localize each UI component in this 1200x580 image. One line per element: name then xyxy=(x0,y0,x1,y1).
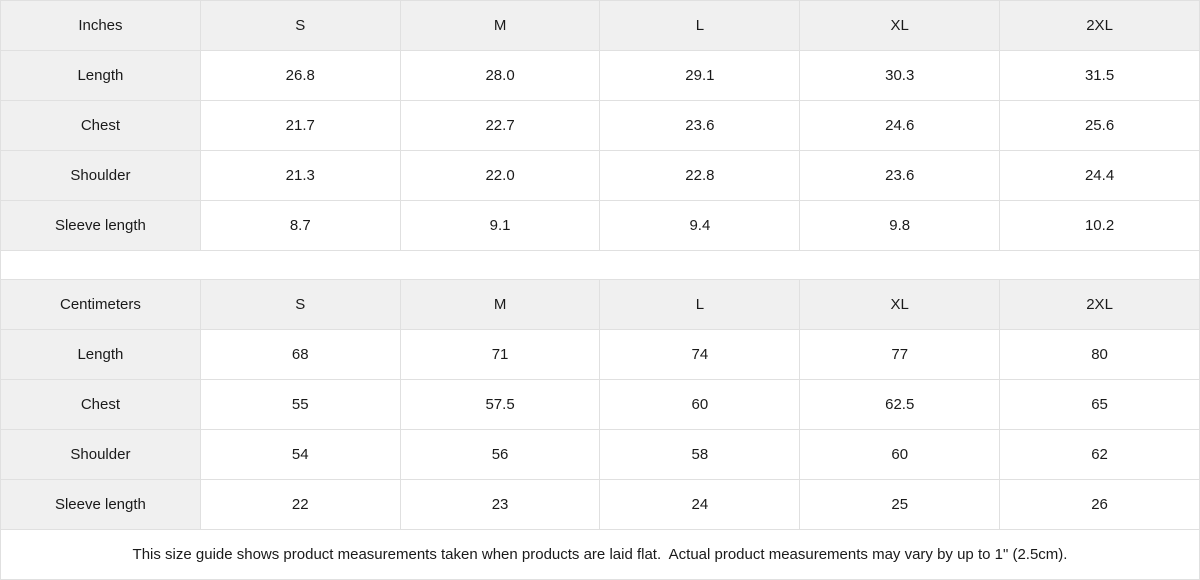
measurement-row: Sleeve length 22 23 24 25 26 xyxy=(0,479,1200,530)
value-cell: 26 xyxy=(999,479,1200,530)
centimeters-section: Centimeters S M L XL 2XL Length 68 71 74 77 80 Chest… xyxy=(0,279,1200,530)
section-spacer xyxy=(0,250,1200,280)
note-section: This size guide shows product measuremen… xyxy=(0,529,1200,580)
table-spacer-cell xyxy=(0,250,1200,280)
value-cell: 9.1 xyxy=(399,200,601,251)
value-cell: 21.3 xyxy=(199,150,401,201)
value-cell: 29.1 xyxy=(599,50,801,101)
value-cell: 54 xyxy=(199,429,401,480)
value-cell: 25.6 xyxy=(999,100,1200,151)
value-cell: 60 xyxy=(599,379,801,430)
size-header-cell: XL xyxy=(799,0,1001,51)
measurement-row: Sleeve length 8.7 9.1 9.4 9.8 10.2 xyxy=(0,200,1200,251)
unit-header-cell: Centimeters xyxy=(0,279,201,330)
size-header-cell: S xyxy=(199,0,401,51)
row-label-cell: Sleeve length xyxy=(0,200,201,251)
value-cell: 58 xyxy=(599,429,801,480)
size-header-cell: M xyxy=(399,279,601,330)
value-cell: 22 xyxy=(199,479,401,530)
size-header-cell: M xyxy=(399,0,601,51)
measurement-row: Chest 21.7 22.7 23.6 24.6 25.6 xyxy=(0,100,1200,151)
row-label-cell: Shoulder xyxy=(0,150,201,201)
value-cell: 80 xyxy=(999,329,1200,380)
value-cell: 25 xyxy=(799,479,1001,530)
note-cell: This size guide shows product measuremen… xyxy=(0,529,1200,580)
size-header-cell: L xyxy=(599,0,801,51)
size-header-cell: 2XL xyxy=(999,279,1200,330)
row-label-cell: Shoulder xyxy=(0,429,201,480)
value-cell: 71 xyxy=(399,329,601,380)
measurement-row: Length 68 71 74 77 80 xyxy=(0,329,1200,380)
value-cell: 23.6 xyxy=(599,100,801,151)
value-cell: 56 xyxy=(399,429,601,480)
row-label-cell: Chest xyxy=(0,100,201,151)
value-cell: 21.7 xyxy=(199,100,401,151)
measurement-row: Shoulder 21.3 22.0 22.8 23.6 24.4 xyxy=(0,150,1200,201)
size-header-cell: S xyxy=(199,279,401,330)
value-cell: 28.0 xyxy=(399,50,601,101)
value-cell: 74 xyxy=(599,329,801,380)
size-guide-note: This size guide shows product measuremen… xyxy=(132,546,1068,563)
value-cell: 22.7 xyxy=(399,100,601,151)
value-cell: 65 xyxy=(999,379,1200,430)
value-cell: 77 xyxy=(799,329,1001,380)
value-cell: 60 xyxy=(799,429,1001,480)
size-header-row: Centimeters S M L XL 2XL xyxy=(0,279,1200,330)
value-cell: 57.5 xyxy=(399,379,601,430)
size-header-cell: L xyxy=(599,279,801,330)
value-cell: 10.2 xyxy=(999,200,1200,251)
measurement-row: Shoulder 54 56 58 60 62 xyxy=(0,429,1200,480)
value-cell: 26.8 xyxy=(199,50,401,101)
value-cell: 22.0 xyxy=(399,150,601,201)
size-header-row: Inches S M L XL 2XL xyxy=(0,0,1200,51)
size-header-cell: XL xyxy=(799,279,1001,330)
value-cell: 62.5 xyxy=(799,379,1001,430)
value-cell: 24.4 xyxy=(999,150,1200,201)
measurement-row: Length 26.8 28.0 29.1 30.3 31.5 xyxy=(0,50,1200,101)
value-cell: 24.6 xyxy=(799,100,1001,151)
unit-header-cell: Inches xyxy=(0,0,201,51)
value-cell: 8.7 xyxy=(199,200,401,251)
value-cell: 22.8 xyxy=(599,150,801,201)
value-cell: 23 xyxy=(399,479,601,530)
value-cell: 30.3 xyxy=(799,50,1001,101)
value-cell: 9.8 xyxy=(799,200,1001,251)
value-cell: 31.5 xyxy=(999,50,1200,101)
value-cell: 62 xyxy=(999,429,1200,480)
value-cell: 55 xyxy=(199,379,401,430)
value-cell: 24 xyxy=(599,479,801,530)
value-cell: 9.4 xyxy=(599,200,801,251)
row-label-cell: Length xyxy=(0,329,201,380)
row-label-cell: Chest xyxy=(0,379,201,430)
size-header-cell: 2XL xyxy=(999,0,1200,51)
measurement-row: Chest 55 57.5 60 62.5 65 xyxy=(0,379,1200,430)
value-cell: 68 xyxy=(199,329,401,380)
row-label-cell: Length xyxy=(0,50,201,101)
value-cell: 23.6 xyxy=(799,150,1001,201)
inches-section: Inches S M L XL 2XL Length 26.8 28.0 29.1 30.3 31.5… xyxy=(0,0,1200,251)
row-label-cell: Sleeve length xyxy=(0,479,201,530)
